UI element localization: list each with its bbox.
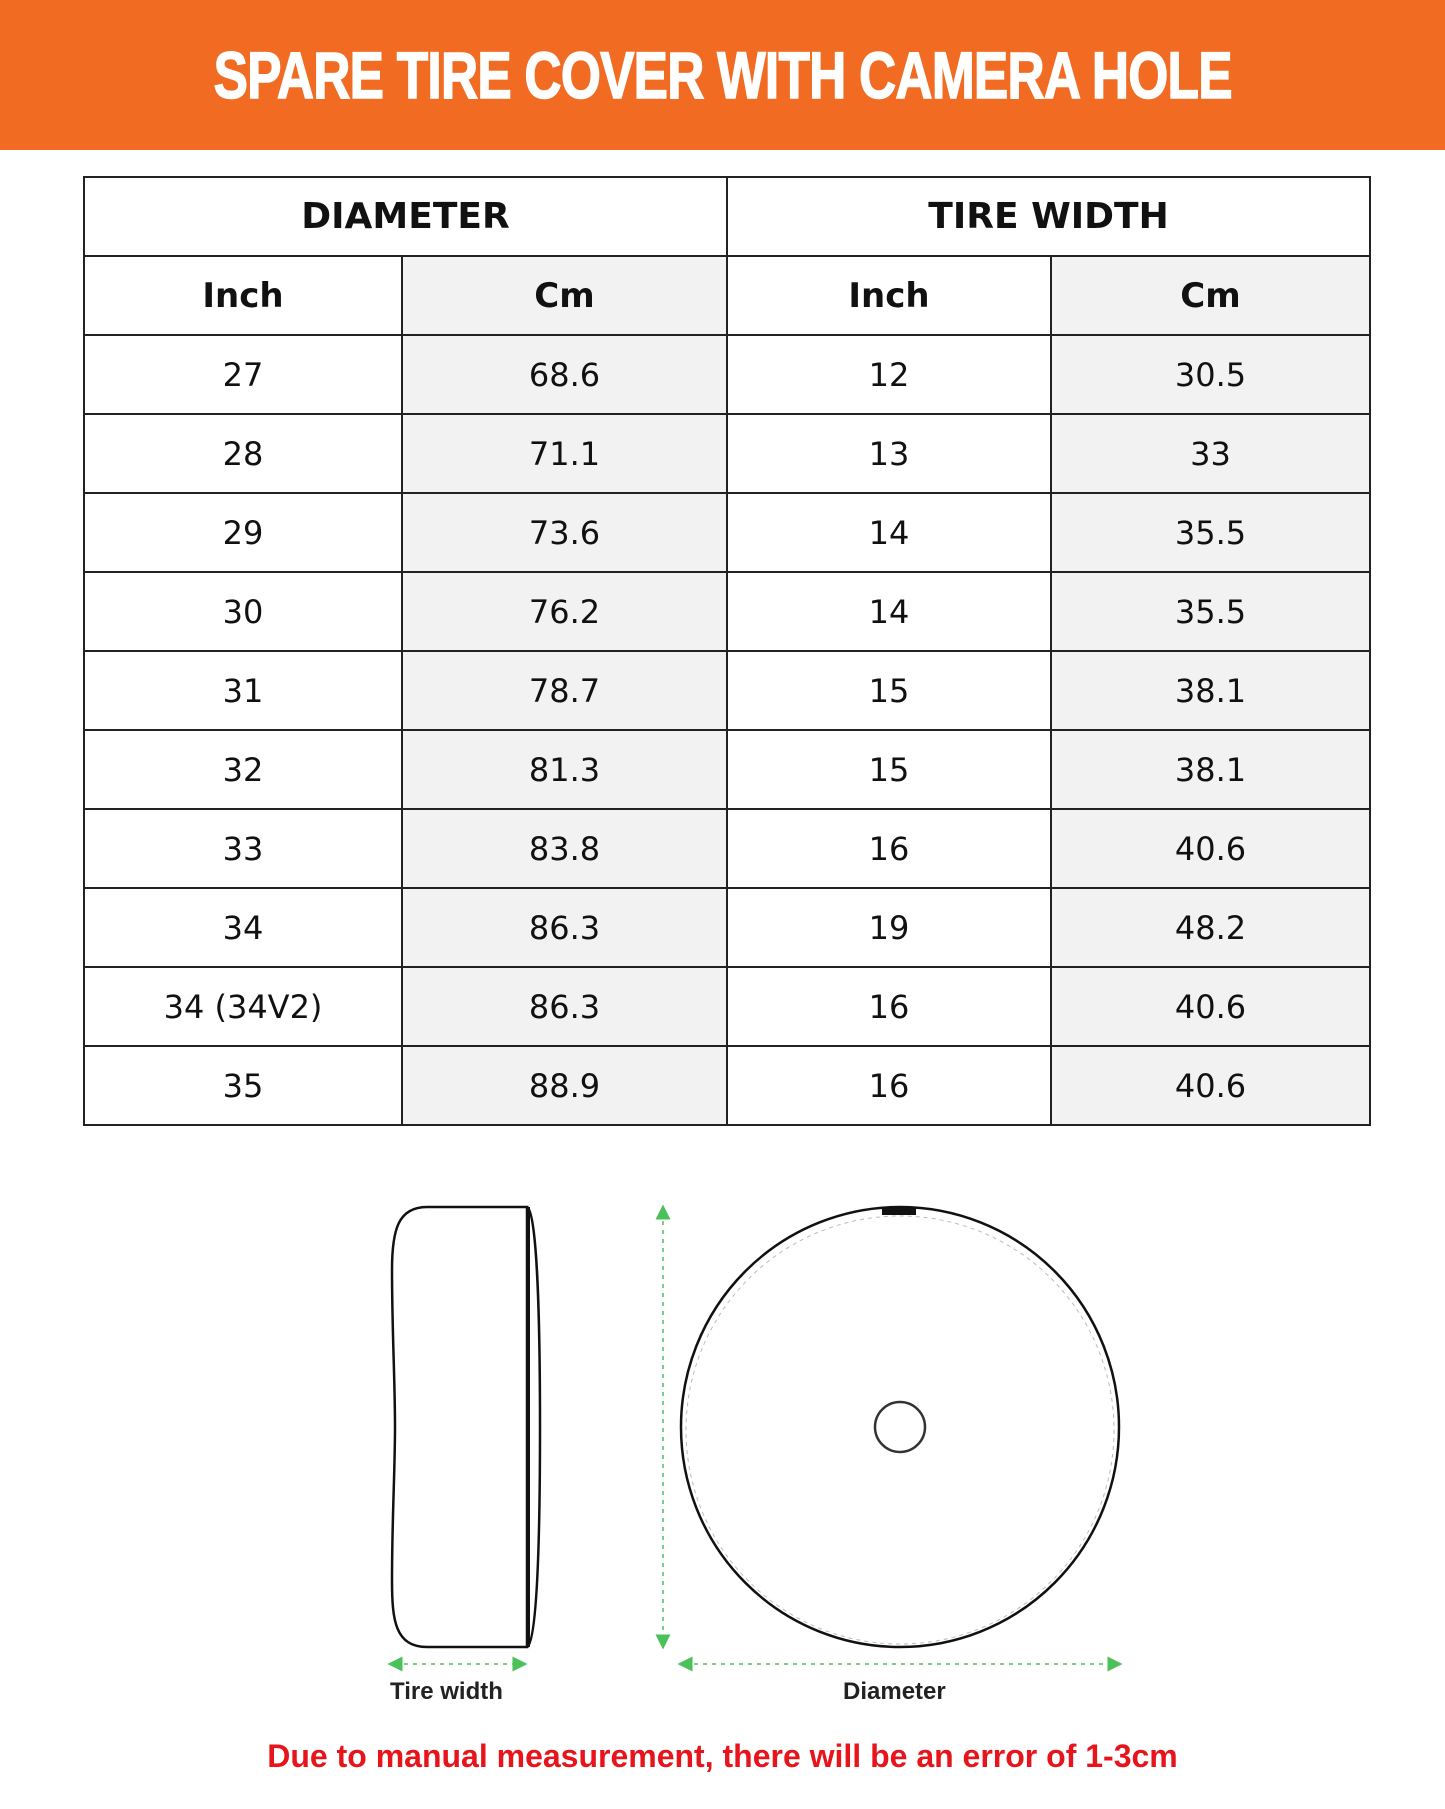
cell-width-cm: 40.6: [1050, 1045, 1371, 1126]
group-header-diameter: DIAMETER: [83, 176, 728, 257]
cell-diameter-inch: 30: [83, 571, 403, 652]
cell-width-cm: 38.1: [1050, 650, 1371, 731]
cell-diameter-cm: 81.3: [401, 729, 728, 810]
cell-width-cm: 48.2: [1050, 887, 1371, 968]
cell-width-cm: 38.1: [1050, 729, 1371, 810]
cell-diameter-inch: 28: [83, 413, 403, 494]
diameter-label: Diameter: [843, 1678, 946, 1705]
table-row: 32 81.3 15 38.1: [83, 729, 1371, 810]
table-row: 33 83.8 16 40.6: [83, 808, 1371, 889]
cell-width-inch: 16: [726, 966, 1052, 1047]
cell-width-inch: 16: [726, 1045, 1052, 1126]
page-title: SPARE TIRE COVER WITH CAMERA HOLE: [213, 37, 1233, 113]
cell-diameter-cm: 83.8: [401, 808, 728, 889]
table-row: 31 78.7 15 38.1: [83, 650, 1371, 731]
cell-width-cm: 35.5: [1050, 492, 1371, 573]
cell-diameter-inch: 32: [83, 729, 403, 810]
cell-diameter-cm: 71.1: [401, 413, 728, 494]
cell-width-inch: 19: [726, 887, 1052, 968]
center-hole-icon: [873, 1400, 927, 1454]
cell-width-inch: 14: [726, 571, 1052, 652]
cell-width-inch: 15: [726, 729, 1052, 810]
cell-diameter-cm: 73.6: [401, 492, 728, 573]
table-row: 35 88.9 16 40.6: [83, 1045, 1371, 1126]
cell-width-cm: 30.5: [1050, 334, 1371, 415]
cell-width-inch: 16: [726, 808, 1052, 889]
cell-width-cm: 33: [1050, 413, 1371, 494]
cell-diameter-inch: 27: [83, 334, 403, 415]
cell-diameter-cm: 88.9: [401, 1045, 728, 1126]
cell-diameter-inch: 35: [83, 1045, 403, 1126]
subheader-diameter-cm: Cm: [401, 255, 728, 336]
cell-width-cm: 40.6: [1050, 808, 1371, 889]
size-table: DIAMETER TIRE WIDTH Inch Cm Inch Cm 27 68…: [83, 176, 1371, 1126]
cell-width-inch: 12: [726, 334, 1052, 415]
table-row: 34 (34V2) 86.3 16 40.6: [83, 966, 1371, 1047]
cell-width-inch: 14: [726, 492, 1052, 573]
cell-diameter-inch: 34: [83, 887, 403, 968]
cell-width-inch: 15: [726, 650, 1052, 731]
subheader-diameter-inch: Inch: [83, 255, 403, 336]
cell-diameter-cm: 78.7: [401, 650, 728, 731]
subheader-width-cm: Cm: [1050, 255, 1371, 336]
measurement-note: Due to manual measurement, there will be…: [267, 1738, 1178, 1774]
cell-diameter-cm: 86.3: [401, 966, 728, 1047]
title-banner: SPARE TIRE COVER WITH CAMERA HOLE: [0, 0, 1445, 150]
table-row: 34 86.3 19 48.2: [83, 887, 1371, 968]
subheader-width-inch: Inch: [726, 255, 1052, 336]
table-row: 29 73.6 14 35.5: [83, 492, 1371, 573]
table-row: 30 76.2 14 35.5: [83, 571, 1371, 652]
tire-width-label: Tire width: [390, 1678, 503, 1705]
cell-width-inch: 13: [726, 413, 1052, 494]
subheader-row: Inch Cm Inch Cm: [83, 255, 1371, 336]
cell-width-cm: 40.6: [1050, 966, 1371, 1047]
cell-diameter-cm: 76.2: [401, 571, 728, 652]
table-row: 28 71.1 13 33: [83, 413, 1371, 494]
cell-diameter-cm: 86.3: [401, 887, 728, 968]
cell-width-cm: 35.5: [1050, 571, 1371, 652]
cell-diameter-inch: 29: [83, 492, 403, 573]
table-row: 27 68.6 12 30.5: [83, 334, 1371, 415]
group-header-row: DIAMETER TIRE WIDTH: [83, 176, 1371, 257]
group-header-tire-width: TIRE WIDTH: [726, 176, 1371, 257]
side-view-icon: [390, 1205, 542, 1649]
cell-diameter-inch: 33: [83, 808, 403, 889]
cell-diameter-inch: 34 (34V2): [83, 966, 403, 1047]
front-view-icon: [679, 1205, 1121, 1649]
cell-diameter-inch: 31: [83, 650, 403, 731]
camera-hole-tab-icon: [882, 1207, 916, 1215]
cell-diameter-cm: 68.6: [401, 334, 728, 415]
